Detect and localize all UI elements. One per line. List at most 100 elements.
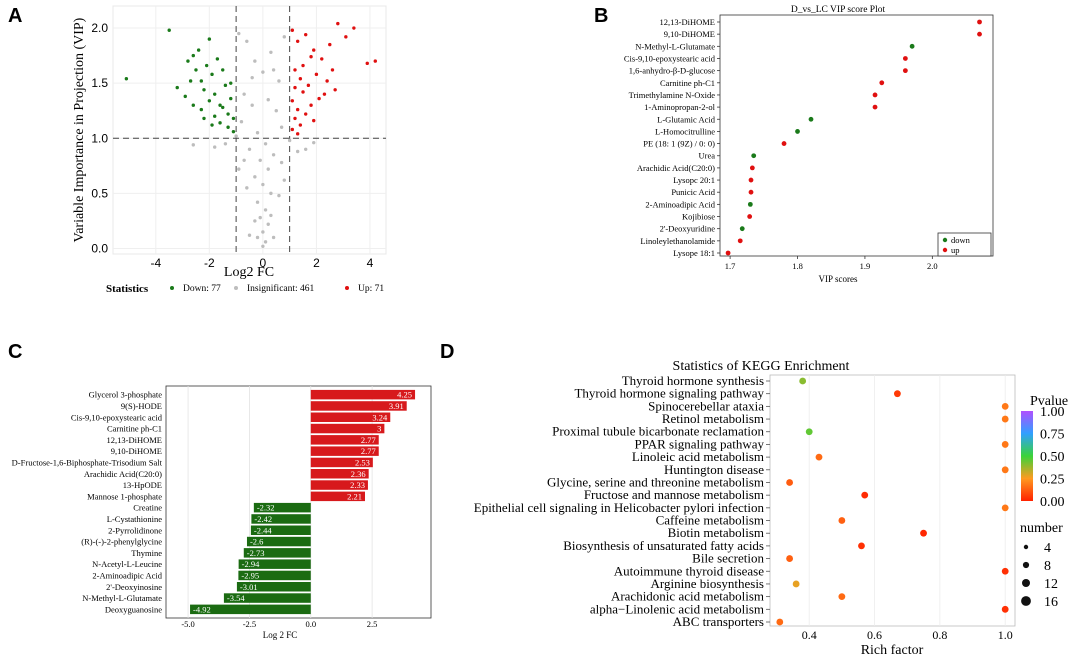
volcano-point-up: [352, 26, 356, 30]
fold-change-value-label: 2.77: [361, 446, 376, 456]
volcano-point-insignificant: [295, 149, 300, 154]
vip-x-tick-label: 1.7: [725, 261, 736, 271]
volcano-point-insignificant: [312, 140, 316, 145]
kegg-row-label: Arachidonic acid metabolism: [611, 589, 764, 604]
volcano-point-up: [295, 132, 300, 136]
fold-change-x-label: Log 2 FC: [263, 630, 298, 640]
vip-legend-marker-down: [942, 237, 948, 243]
volcano-point-insignificant: [287, 138, 292, 143]
vip-point-up: [748, 189, 754, 195]
kegg-x-ticks: 0.4 0.6 0.8 1.0: [802, 628, 1013, 642]
kegg-row-label: Huntington disease: [664, 462, 764, 477]
volcano-point-insignificant: [247, 233, 252, 237]
vip-legend-label-up: up: [951, 245, 960, 255]
vip-row-label: 2-Aminoadipic Acid: [645, 199, 715, 209]
kegg-x-label: Rich factor: [861, 643, 924, 657]
legend-marker-down: [170, 286, 174, 290]
volcano-point-insignificant: [258, 215, 262, 220]
vip-point-up: [879, 80, 885, 86]
vip-row-label: Punicic Acid: [671, 187, 715, 197]
fold-change-bar-down: [243, 548, 311, 558]
vip-point-down: [747, 201, 753, 207]
kegg-pvalue-legend-title: Pvalue: [1030, 394, 1068, 409]
kegg-x-tick-label: 0.6: [867, 628, 882, 642]
kegg-point: [1001, 415, 1009, 423]
kegg-row-label: Thyroid hormone synthesis: [622, 373, 764, 388]
kegg-row-label: Retinol metabolism: [662, 411, 764, 426]
volcano-thresholds: [113, 6, 386, 254]
volcano-point-insignificant: [282, 178, 286, 182]
volcano-point-up: [295, 39, 300, 43]
kegg-point: [920, 529, 927, 537]
volcano-x-label: Log2 FC: [224, 265, 274, 280]
vip-row-label: Cis-9,10-epoxystearic acid: [624, 53, 716, 63]
fold-change-x-tick-label: -2.5: [243, 619, 256, 629]
volcano-point-up: [304, 32, 308, 37]
vip-legend: down up: [937, 232, 992, 257]
volcano-point-down: [204, 63, 209, 68]
kegg-row-label: Fructose and mannose metabolism: [584, 487, 764, 502]
vip-row-label: L-Glutamic Acid: [657, 114, 716, 124]
volcano-point-up: [373, 59, 377, 63]
fold-change-bar-down: [190, 604, 311, 615]
kegg-pvalue-tick-label: 0.75: [1040, 428, 1065, 443]
volcano-point-insignificant: [242, 92, 246, 96]
volcano-point-insignificant: [250, 75, 254, 80]
volcano-point-insignificant: [250, 103, 254, 107]
volcano-point-up: [325, 79, 329, 83]
fold-change-row-label: Creatine: [133, 503, 162, 513]
volcano-point-insignificant: [271, 153, 276, 157]
volcano-point-insignificant: [269, 213, 273, 218]
kegg-grid: [808, 375, 1006, 626]
vip-row-label: Lysopc 20:1: [673, 175, 715, 185]
volcano-point-up: [330, 68, 335, 72]
panel-a-label: A: [8, 5, 22, 27]
fold-change-bar-up: [310, 446, 379, 456]
volcano-point-insignificant: [253, 59, 257, 63]
kegg-x-tick-label: 0.4: [802, 628, 817, 642]
kegg-row-label: Epithelial cell signaling in Helicobacte…: [474, 500, 765, 515]
volcano-point-down: [231, 116, 236, 121]
kegg-point: [815, 453, 823, 461]
volcano-point-down: [218, 121, 222, 125]
volcano-point-insignificant: [263, 142, 268, 146]
fold-change-value-label: 2.36: [351, 469, 366, 479]
fold-change-value-label: -2.32: [257, 503, 275, 513]
kegg-pvalue-tick-label: 0.50: [1040, 450, 1065, 465]
volcano-x-tick-label: -2: [204, 256, 215, 270]
volcano-point-down: [210, 72, 214, 77]
vip-row-label: 1,6-anhydro-β-D-glucose: [629, 66, 715, 76]
kegg-number-legend-label: 4: [1044, 541, 1051, 556]
panel-b-label: B: [594, 5, 608, 27]
volcano-point-up: [344, 35, 348, 39]
vip-point-up: [902, 56, 908, 61]
kegg-plot-area: [769, 374, 1016, 627]
kegg-row-label: alpha−Linolenic acid metabolism: [590, 601, 764, 616]
volcano-point-up: [309, 55, 313, 59]
volcano-y-tick-label: 1.0: [91, 131, 108, 145]
fold-change-row-label: Glycerol 3-phosphate: [89, 390, 163, 400]
volcano-x-tick-label: 2: [313, 256, 320, 270]
vip-point-up: [747, 214, 753, 219]
vip-row-label: 1-Aminopropan-2-ol: [644, 102, 715, 112]
fold-change-bar-down: [238, 570, 311, 581]
volcano-point-down: [188, 79, 193, 83]
volcano-point-up: [290, 127, 295, 132]
kegg-row-label: Proximal tubule bicarbonate reclamation: [552, 424, 764, 439]
vip-legend-box: [937, 232, 992, 257]
kegg-point: [786, 479, 793, 486]
volcano-point-down: [231, 129, 236, 134]
volcano-point-insignificant: [255, 235, 260, 240]
fold-change-value-label: 2.21: [347, 491, 362, 501]
fold-change-row-label: Mannose 1-phosphate: [87, 491, 162, 501]
volcano-point-insignificant: [242, 158, 246, 163]
volcano-point-insignificant: [213, 145, 217, 149]
fold-change-bar-down: [236, 582, 311, 592]
volcano-point-insignificant: [261, 182, 265, 187]
kegg-row-label: Autoimmune thyroid disease: [614, 563, 764, 578]
fold-change-x-tick-label: 2.5: [367, 619, 378, 629]
volcano-x-tick-label: 4: [367, 256, 374, 270]
volcano-x-tick-label: 0: [260, 256, 267, 270]
volcano-point-down: [215, 57, 220, 61]
fold-change-x-ticks: -5.0 -2.5 0.0 2.5: [181, 619, 377, 629]
